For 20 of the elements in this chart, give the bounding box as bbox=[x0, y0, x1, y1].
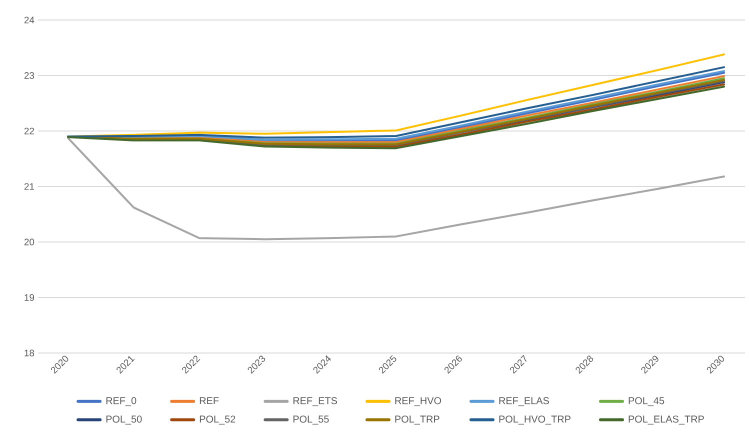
y-tick-label: 22 bbox=[24, 128, 34, 134]
legend-label: REF_ETS bbox=[293, 397, 338, 406]
legend-label: POL_50 bbox=[106, 416, 142, 425]
legend-label: POL_ELAS_TRP bbox=[628, 416, 704, 425]
legend-label: REF bbox=[200, 397, 219, 404]
legend-label: POL_52 bbox=[200, 416, 236, 425]
legend-label: REF_HVO bbox=[395, 397, 442, 406]
legend-label: POL_55 bbox=[293, 416, 329, 425]
y-tick-label: 19 bbox=[24, 294, 34, 301]
y-tick-label: 21 bbox=[24, 183, 34, 190]
legend-label: REF_ELAS bbox=[499, 397, 549, 406]
y-tick-label: 23 bbox=[24, 72, 34, 79]
y-tick-label: 18 bbox=[24, 350, 34, 356]
legend-label: POL_45 bbox=[628, 397, 664, 406]
legend-label: REF_0 bbox=[106, 397, 136, 406]
y-tick-label: 20 bbox=[24, 238, 34, 246]
legend-label: POL_HVO_TRP bbox=[499, 416, 570, 425]
y-tick-label: 24 bbox=[24, 16, 34, 24]
line-series bbox=[67, 137, 726, 240]
legend-label: POL_TRP bbox=[395, 416, 440, 425]
